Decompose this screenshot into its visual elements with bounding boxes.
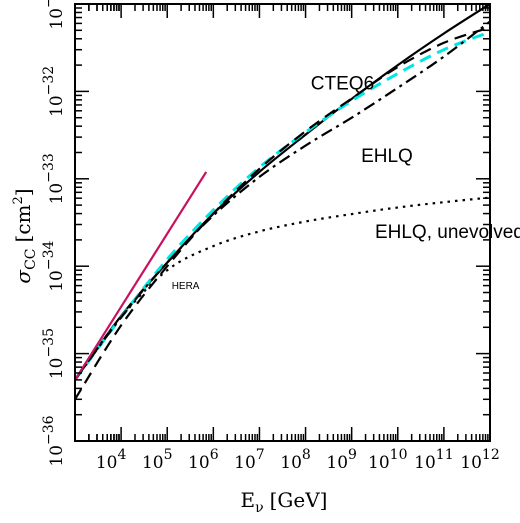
annotation-4: HERA [172, 281, 200, 292]
x-tick-label: 105 [142, 447, 173, 473]
series-line-6 [75, 171, 208, 381]
ticks-layer: 104 105 106 107 108 109 1010 1011 1012 10−36 10−35… [41, 0, 500, 473]
x-tick-label: 108 [280, 447, 311, 473]
series-line-4 [75, 20, 490, 381]
x-axis-label: Eν [GeV] [241, 488, 328, 516]
annotation-2: EHLQ [361, 146, 413, 167]
y-tick-label: 10−34 [41, 241, 67, 292]
x-tick-label: 107 [234, 447, 265, 473]
annotation-1: CTEQ6 [311, 74, 374, 95]
series-line-1 [75, 4, 490, 381]
plot-frame [74, 3, 491, 442]
y-tick-label: 10−33 [41, 153, 67, 204]
annotation-3: EHLQ, unevolved [375, 222, 520, 243]
series-line-5 [75, 196, 490, 381]
x-tick-label: 1010 [368, 447, 407, 473]
series-line-3 [75, 26, 490, 400]
y-tick-label: 10−32 [41, 66, 67, 117]
y-tick-label: 10−35 [41, 328, 67, 379]
annotations-layer: CTEQ6 EHLQ EHLQ, unevolved HERA [172, 74, 520, 292]
x-tick-label: 106 [188, 447, 219, 473]
x-tick-label: 1012 [460, 447, 499, 473]
y-axis-label: σCC[cm2] [11, 188, 39, 283]
series-line-2 [75, 30, 490, 381]
x-tick-label: 1011 [414, 447, 453, 473]
x-tick-label: 104 [96, 447, 127, 473]
series-layer [75, 4, 490, 400]
y-tick-label: 10−31 [41, 0, 67, 30]
y-tick-label: 10−36 [41, 415, 67, 466]
x-tick-label: 109 [326, 447, 357, 473]
